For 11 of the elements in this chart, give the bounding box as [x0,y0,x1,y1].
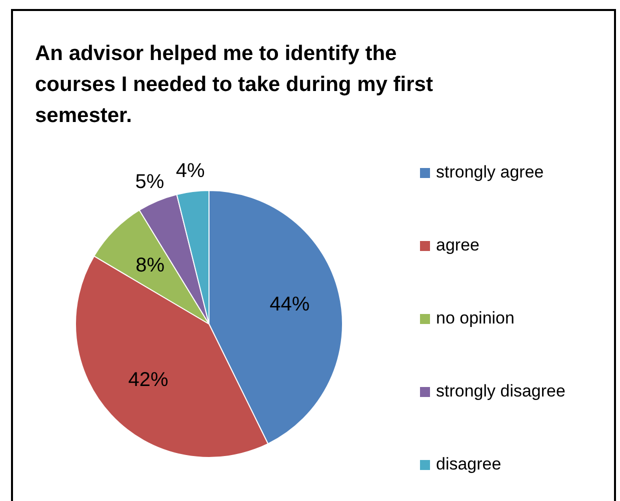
legend-label: strongly disagree [436,382,566,401]
data-label: 4% [176,160,205,182]
data-label: 44% [270,294,310,316]
chart-title: An advisor helped me to identify the courses I needed to take during my first semester. [35,41,434,129]
legend-label: no opinion [436,308,514,328]
data-label: 5% [135,170,164,193]
legend-label: disagree [436,454,502,474]
data-label: 42% [128,368,169,391]
data-label: 8% [136,254,165,276]
legend-label: strongly agree [436,162,544,182]
legend-label: agree [436,236,480,255]
